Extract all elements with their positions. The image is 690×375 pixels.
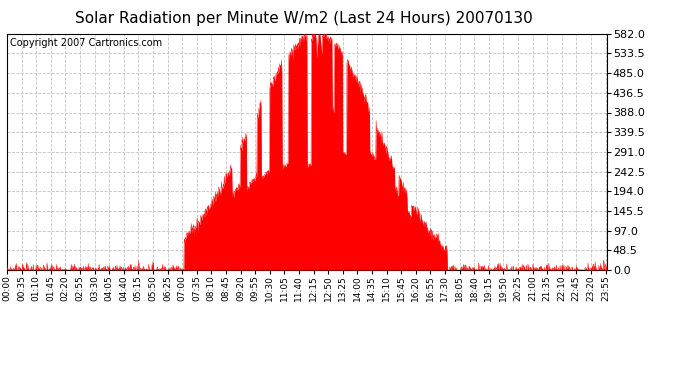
Text: Solar Radiation per Minute W/m2 (Last 24 Hours) 20070130: Solar Radiation per Minute W/m2 (Last 24… bbox=[75, 11, 533, 26]
Text: Copyright 2007 Cartronics.com: Copyright 2007 Cartronics.com bbox=[10, 39, 162, 48]
